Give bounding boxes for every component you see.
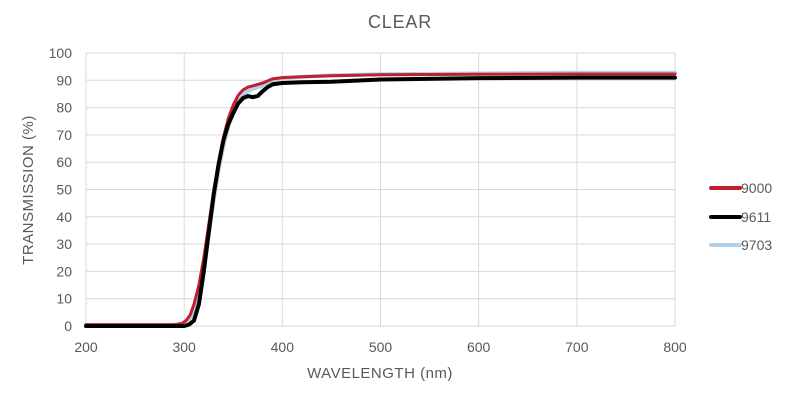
y-axis-title: TRANSMISSION (%) — [20, 115, 37, 265]
x-tick-label: 600 — [467, 339, 491, 355]
series-line-9000 — [84, 72, 677, 327]
y-tick-label: 10 — [56, 291, 72, 307]
x-tick-label: 300 — [172, 339, 196, 355]
y-tick-label: 30 — [56, 236, 72, 252]
chart-title: CLEAR — [368, 12, 432, 32]
grid — [85, 52, 676, 327]
series-line-9611 — [84, 75, 677, 328]
series-layer — [84, 70, 677, 328]
legend: 9000 9611 9703 — [709, 180, 772, 253]
y-tick-label: 70 — [56, 127, 72, 143]
legend-label: 9000 — [741, 180, 772, 196]
legend-item-9000: 9000 — [709, 180, 772, 196]
y-tick-label: 90 — [56, 72, 72, 88]
y-tick-label: 20 — [56, 263, 72, 279]
legend-label: 9611 — [741, 209, 771, 225]
x-axis-title: WAVELENGTH (nm) — [307, 365, 453, 382]
y-tick-label: 60 — [56, 154, 72, 170]
tick-labels: 0 10 20 30 40 50 60 70 80 90 100 200 300 400 500 600 700… — [49, 45, 687, 355]
y-tick-label: 0 — [64, 318, 72, 334]
legend-item-9611: 9611 — [709, 209, 771, 225]
y-tick-label: 50 — [56, 182, 72, 198]
x-tick-label: 500 — [369, 339, 393, 355]
y-tick-label: 40 — [56, 209, 72, 225]
y-tick-label: 80 — [56, 100, 72, 116]
x-tick-label: 800 — [663, 339, 687, 355]
x-tick-label: 700 — [565, 339, 589, 355]
legend-label: 9703 — [741, 237, 772, 253]
x-tick-label: 200 — [74, 339, 98, 355]
legend-item-9703: 9703 — [709, 237, 772, 253]
x-tick-label: 400 — [271, 339, 295, 355]
y-tick-label: 100 — [49, 45, 73, 61]
